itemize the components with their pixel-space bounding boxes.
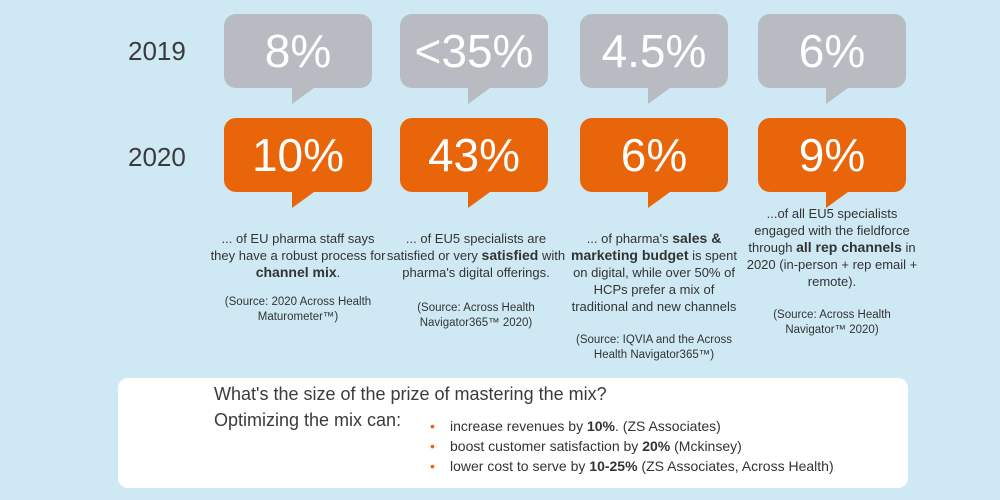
stat-2020-bubble-4: 9% — [758, 118, 906, 208]
stat-description-4: ...of all EU5 specialists engaged with t… — [742, 205, 922, 338]
stat-description-2: ... of EU5 specialists are satisfied or … — [386, 230, 566, 331]
stat-source-4: (Source: Across Health Navigator™ 2020) — [773, 309, 891, 336]
list-item: • lower cost to serve by 10-25% (ZS Assoc… — [430, 456, 834, 476]
stat-2020-bubble-3: 6% — [580, 118, 728, 208]
item-text: (Mckinsey) — [670, 438, 742, 454]
item-highlight: 20% — [642, 438, 671, 454]
item-highlight: 10-25% — [589, 458, 638, 474]
stat-2020-bubble-1: 10% — [224, 118, 372, 208]
item-text: boost customer satisfaction by — [450, 438, 643, 454]
item-highlight: 10% — [586, 418, 615, 434]
stat-description-1: ... of EU pharma staff says they have a … — [208, 230, 388, 325]
list-item: • boost customer satisfaction by 20% (Mck… — [430, 436, 834, 456]
stat-2019-bubble-1: 8% — [224, 14, 372, 104]
desc-highlight: sales & marketing budget — [571, 230, 722, 263]
item-text: . (ZS Associates) — [615, 418, 721, 434]
desc-text: ... of pharma's — [586, 231, 673, 246]
stat-source-3: (Source: IQVIA and the Across Health Nav… — [576, 334, 732, 361]
prize-optimizing-label: Optimizing the mix can: — [214, 410, 402, 430]
desc-text: ...of all EU5 specialists engaged with t… — [748, 206, 910, 255]
desc-text: ... of EU pharma staff says they have a … — [210, 231, 386, 263]
desc-text: with pharma's digital offerings. — [402, 248, 566, 280]
desc-text: . — [336, 265, 341, 280]
stat-2019-bubble-3: 4.5% — [580, 14, 728, 104]
desc-text: in 2020 (in-person + rep email + remote)… — [746, 240, 918, 289]
stat-2019-bubble-4: 6% — [758, 14, 906, 104]
desc-highlight: channel mix — [255, 264, 337, 280]
stat-description-3: ... of pharma's sales & marketing budget… — [564, 230, 744, 363]
list-item: • increase revenues by 10%. (ZS Associate… — [430, 416, 834, 436]
prize-list: • increase revenues by 10%. (ZS Associate… — [430, 416, 834, 476]
bullet-icon: • — [430, 418, 435, 434]
desc-text: is spent on digital, while over 50% of H… — [571, 248, 737, 314]
year-label-2019: 2019 — [128, 36, 186, 66]
bullet-icon: • — [430, 458, 435, 474]
bullet-icon: • — [430, 438, 435, 454]
item-text: (ZS Associates, Across Health) — [637, 458, 834, 474]
desc-highlight: all rep channels — [796, 239, 902, 255]
prize-box: What's the size of the prize of masterin… — [118, 378, 908, 488]
desc-highlight: satisfied — [481, 247, 539, 263]
stat-source-2: (Source: Across Health Navigator365™ 202… — [417, 302, 535, 329]
stat-source-1: (Source: 2020 Across Health Maturometer™… — [224, 296, 372, 323]
year-label-2020: 2020 — [128, 142, 186, 172]
item-text: lower cost to serve by — [450, 458, 590, 474]
stat-2020-bubble-2: 43% — [400, 118, 548, 208]
prize-question: What's the size of the prize of masterin… — [214, 384, 607, 404]
stat-2019-bubble-2: <35% — [400, 14, 548, 104]
desc-text: ... of EU5 specialists are satisfied or … — [386, 231, 547, 263]
item-text: increase revenues by — [450, 418, 587, 434]
